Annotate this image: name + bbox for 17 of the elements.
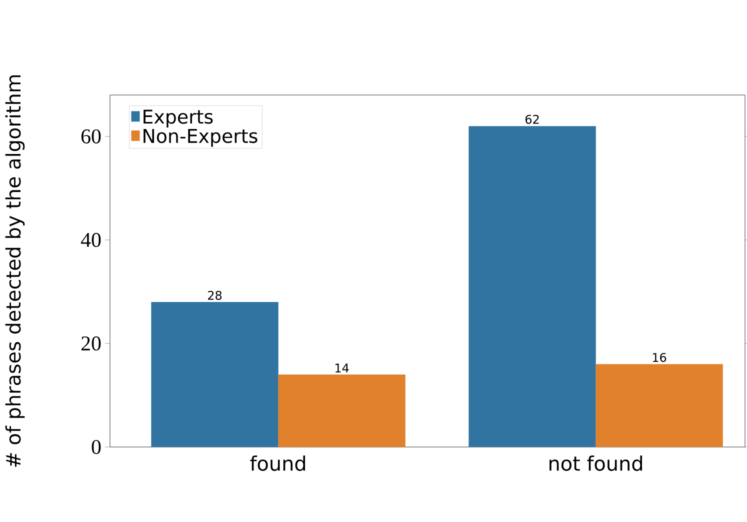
y-tick-label: 40 [80,232,101,247]
data-label: 28 [208,290,222,300]
y-axis-title: # of phrases detected by the algorithm [5,75,25,467]
y-tick-label: 0 [92,440,101,454]
x-tick-label: found [250,456,306,471]
legend-label: Experts [144,110,213,128]
bar [278,374,406,447]
y-tick-label: 60 [81,129,101,144]
data-label: 16 [652,352,666,362]
bar [468,126,596,447]
x-tick-label: not found [550,456,642,471]
legend-label: Non-Experts [144,129,258,147]
bar [596,364,723,447]
bar [151,302,278,447]
data-label: 62 [526,114,539,124]
data-label: 14 [335,364,349,372]
y-tick-label: 20 [81,336,101,351]
